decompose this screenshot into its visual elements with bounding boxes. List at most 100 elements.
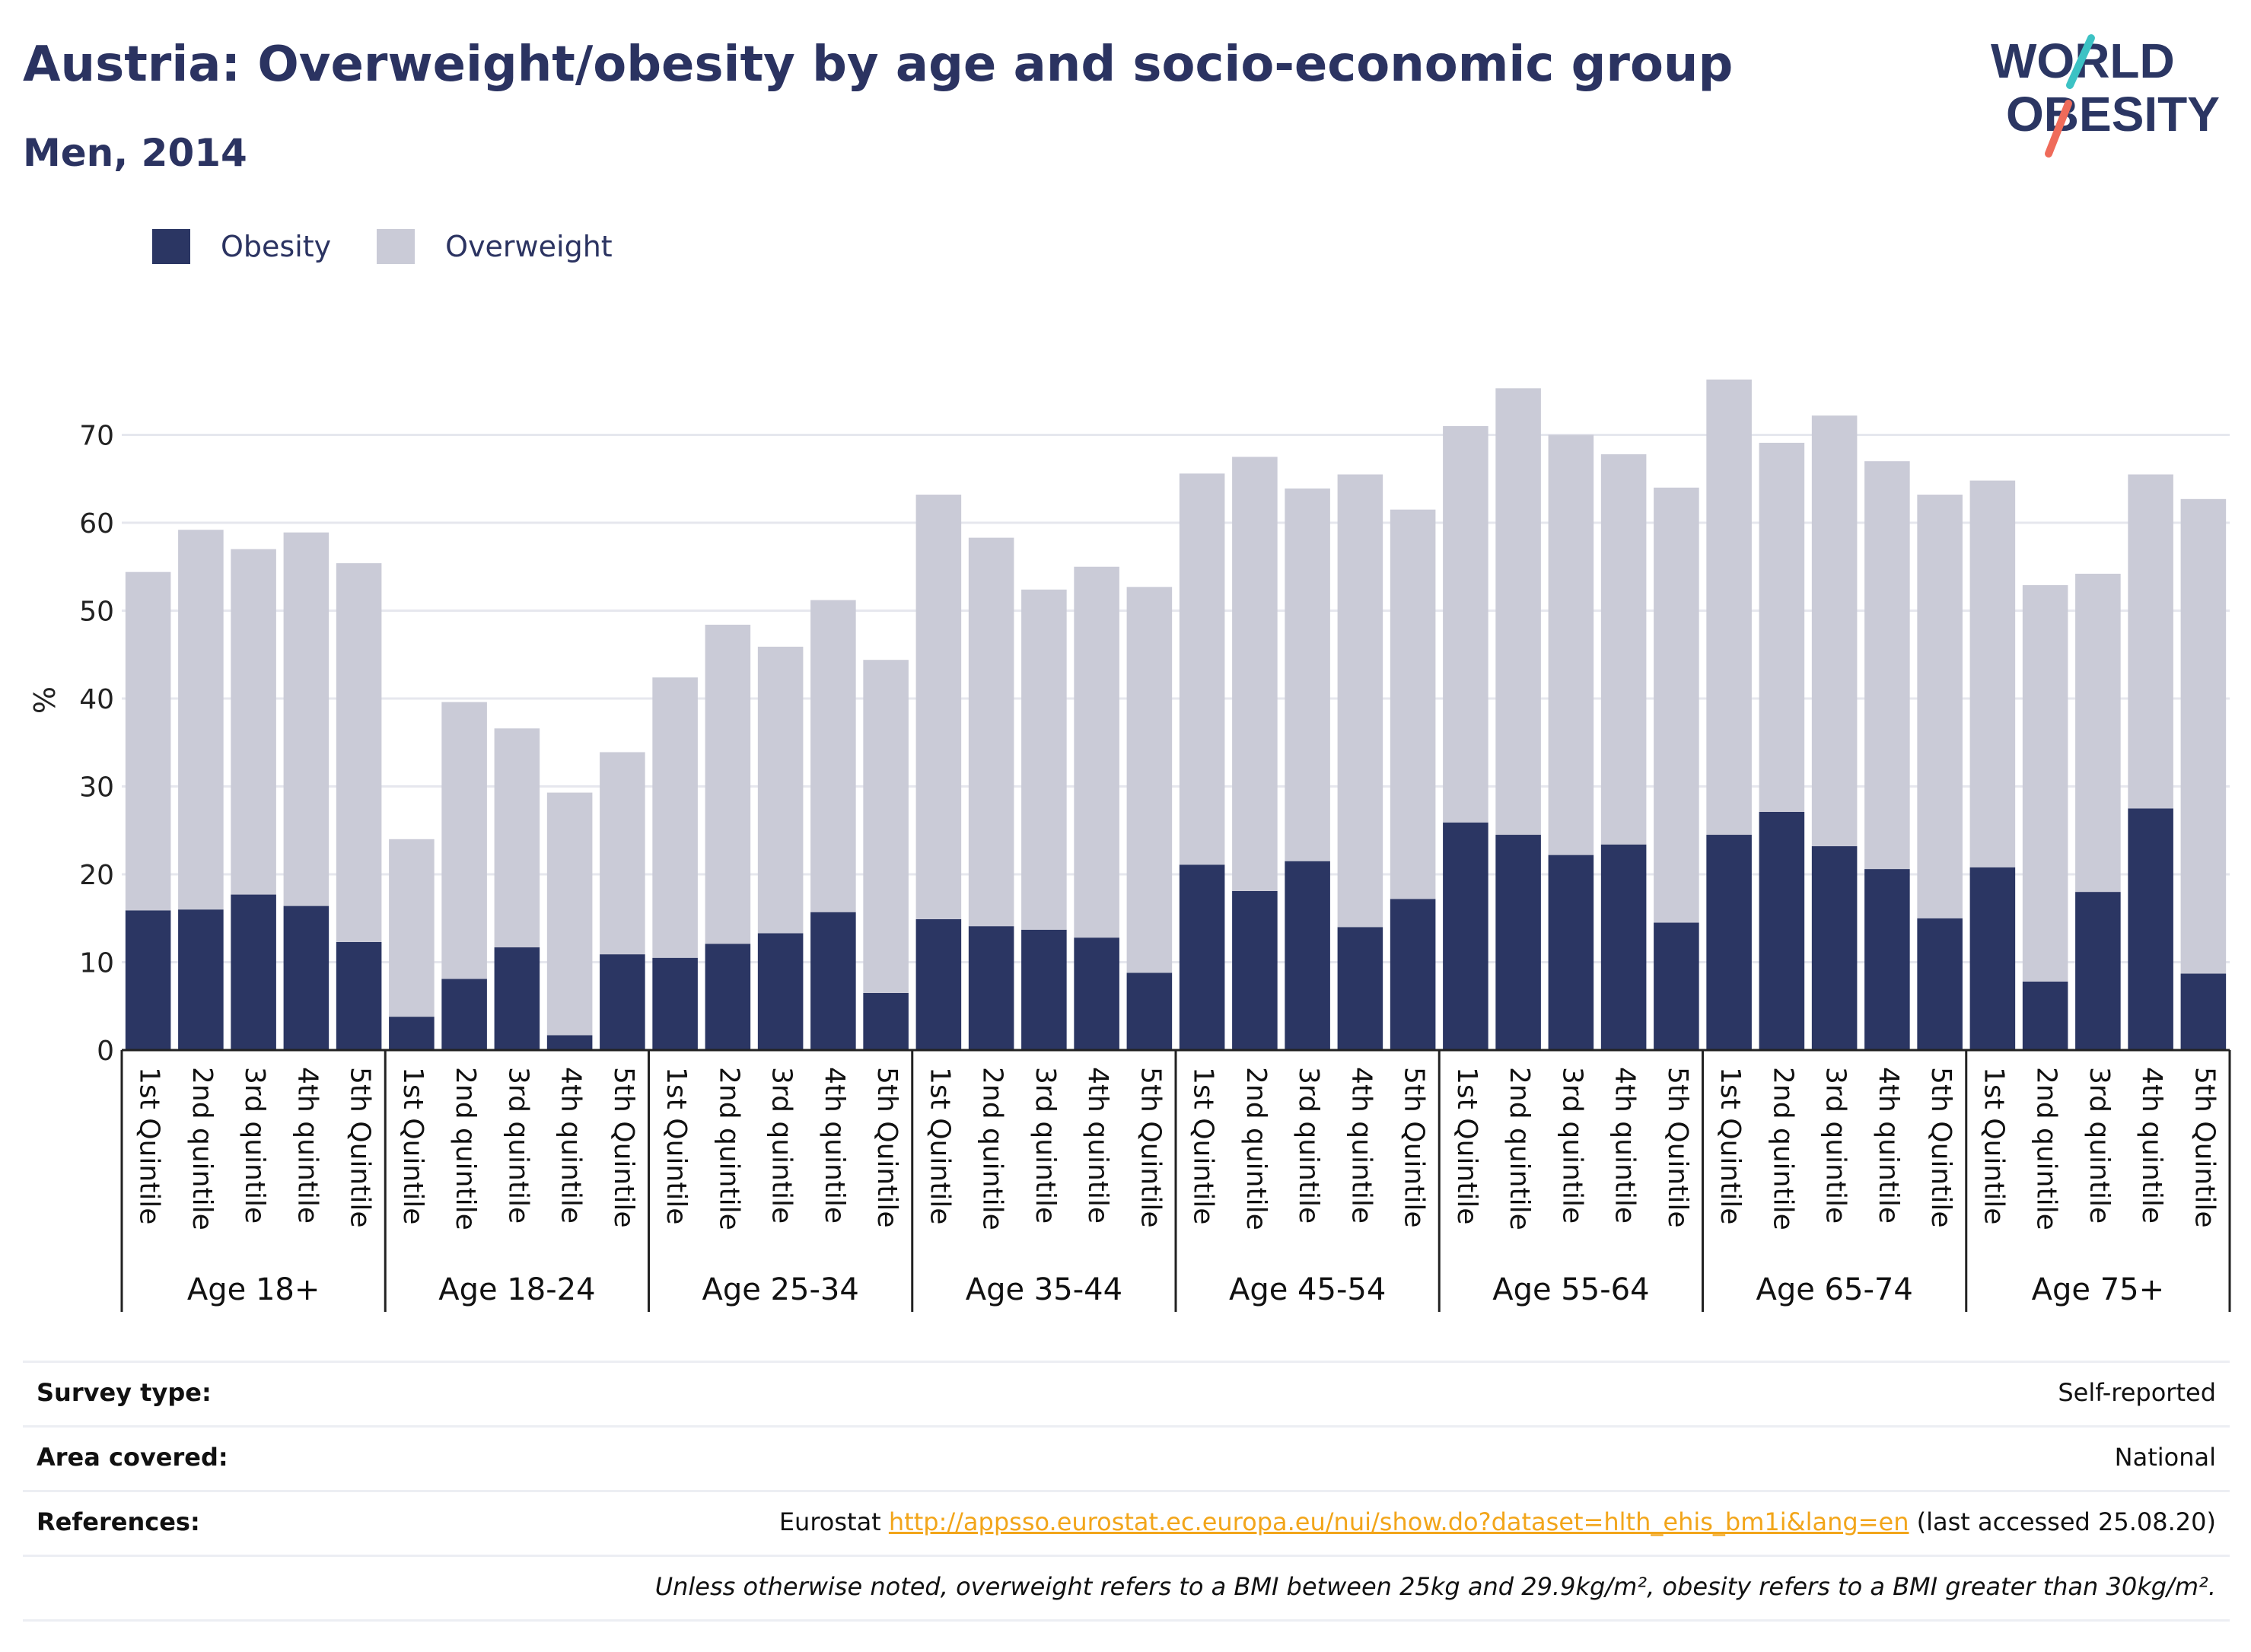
group-label: Age 18+ (187, 1272, 320, 1307)
bar-overweight (1917, 495, 1963, 918)
x-tick-label: 3rd quintile (1556, 1067, 1587, 1224)
logo-slash-coral (2045, 100, 2072, 158)
bar-overweight (1706, 379, 1752, 836)
bar-obesity (1759, 811, 1805, 1050)
chart-legend: Obesity Overweight (152, 225, 658, 268)
bar-overweight (1864, 461, 1910, 870)
y-tick-label: 30 (79, 772, 114, 804)
x-tick-label: 1st Quintile (924, 1067, 955, 1224)
bar-obesity (600, 954, 645, 1050)
legend-label-overweight: Overweight (445, 230, 613, 263)
bar-obesity (231, 894, 276, 1050)
info-row-note: Unless otherwise noted, overweight refer… (23, 1555, 2230, 1622)
bar-overweight (1021, 589, 1067, 930)
bar-obesity (1706, 835, 1752, 1050)
group-label: Age 75+ (2032, 1272, 2165, 1307)
group-label: Age 25-34 (702, 1272, 858, 1307)
x-tick-label: 3rd quintile (502, 1067, 533, 1224)
bar-obesity (968, 926, 1014, 1050)
x-tick-label: 1st Quintile (1978, 1067, 2009, 1224)
bar-overweight (757, 646, 804, 934)
bar-obesity (1337, 927, 1383, 1050)
x-tick-label: 4th quintile (1873, 1067, 1904, 1224)
info-label: References: (37, 1507, 200, 1536)
x-tick-label: 4th quintile (1345, 1067, 1377, 1224)
x-tick-label: 2nd quintile (1767, 1067, 1798, 1230)
x-tick-label: 4th quintile (2136, 1067, 2167, 1224)
y-tick-label: 10 (79, 948, 114, 979)
x-tick-label: 2nd quintile (1240, 1067, 1272, 1230)
bar-obesity (810, 912, 856, 1050)
world-obesity-logo: WORLD OBESITY (1991, 33, 2220, 158)
bar-obesity (705, 944, 751, 1050)
bar-obesity (1811, 846, 1858, 1050)
x-tick-label: 2nd quintile (450, 1067, 481, 1230)
info-label: Survey type: (37, 1378, 212, 1407)
x-tick-label: 5th Quintile (608, 1067, 639, 1228)
x-tick-label: 1st Quintile (1715, 1067, 1746, 1224)
x-tick-label: 4th quintile (556, 1067, 587, 1224)
y-tick-label: 70 (79, 421, 114, 452)
x-tick-label: 5th Quintile (2189, 1067, 2220, 1228)
info-value: Self-reported (2058, 1378, 2216, 1407)
bar-obesity (2128, 808, 2173, 1050)
logo-slash-teal (2066, 34, 2095, 89)
reference-prefix: Eurostat (778, 1507, 889, 1536)
reference-link[interactable]: http://appsso.eurostat.ec.europa.eu/nui/… (888, 1507, 1909, 1536)
bar-overweight (1495, 388, 1541, 836)
bar-obesity (283, 906, 330, 1050)
bar-obesity (1285, 861, 1330, 1050)
bar-obesity (1074, 937, 1119, 1050)
x-tick-label: 5th Quintile (1399, 1067, 1430, 1228)
bar-obesity (1443, 822, 1488, 1050)
bar-overweight (336, 563, 382, 942)
bar-overweight (1969, 480, 2016, 867)
bar-overweight (1179, 473, 1225, 865)
logo-text-obesity: OBESITY (2006, 87, 2220, 142)
bar-obesity (389, 1017, 435, 1050)
group-label: Age 55-64 (1492, 1272, 1649, 1307)
x-tick-label: 5th Quintile (1925, 1067, 1956, 1228)
x-tick-label: 2nd quintile (2031, 1067, 2062, 1230)
x-tick-label: 3rd quintile (1030, 1067, 1061, 1224)
x-tick-label: 2nd quintile (713, 1067, 744, 1230)
bar-overweight (1390, 509, 1436, 899)
bar-overweight (1337, 474, 1383, 928)
bar-obesity (1600, 844, 1647, 1050)
bar-obesity (2180, 973, 2227, 1050)
x-tick-label: 4th quintile (1609, 1067, 1641, 1224)
reference-suffix: (last accessed 25.08.20) (1909, 1507, 2216, 1536)
bar-obesity (1548, 855, 1594, 1050)
x-tick-label: 3rd quintile (766, 1067, 798, 1224)
x-tick-label: 5th Quintile (1135, 1067, 1166, 1228)
bar-obesity (1864, 869, 1910, 1050)
x-tick-label: 5th Quintile (871, 1067, 903, 1228)
legend-label-obesity: Obesity (221, 230, 332, 263)
bar-obesity (494, 947, 540, 1050)
page-subtitle: Men, 2014 (23, 131, 247, 175)
bar-obesity (178, 909, 224, 1050)
legend-swatch-overweight (377, 229, 415, 264)
bar-overweight (125, 571, 171, 911)
bar-overweight (1232, 457, 1278, 891)
x-tick-label: 4th quintile (291, 1067, 323, 1224)
bar-overweight (494, 728, 540, 947)
bar-overweight (1654, 487, 1699, 923)
bar-overweight (1126, 587, 1173, 973)
bar-obesity (1126, 972, 1173, 1050)
bar-obesity (915, 918, 962, 1050)
bar-overweight (1759, 442, 1805, 812)
bar-obesity (863, 992, 909, 1050)
x-tick-label: 1st Quintile (661, 1067, 692, 1224)
bar-overweight (1443, 425, 1488, 823)
bar-overweight (283, 532, 330, 906)
bar-overweight (652, 677, 698, 958)
x-tick-label: 3rd quintile (239, 1067, 270, 1224)
bar-overweight (178, 530, 224, 910)
x-tick-label: 1st Quintile (1451, 1067, 1482, 1224)
bar-obesity (546, 1035, 593, 1050)
x-tick-label: 4th quintile (1082, 1067, 1113, 1224)
y-tick-label: 50 (79, 597, 114, 628)
bar-overweight (2075, 573, 2121, 893)
legend-item-overweight: Overweight (377, 229, 613, 264)
